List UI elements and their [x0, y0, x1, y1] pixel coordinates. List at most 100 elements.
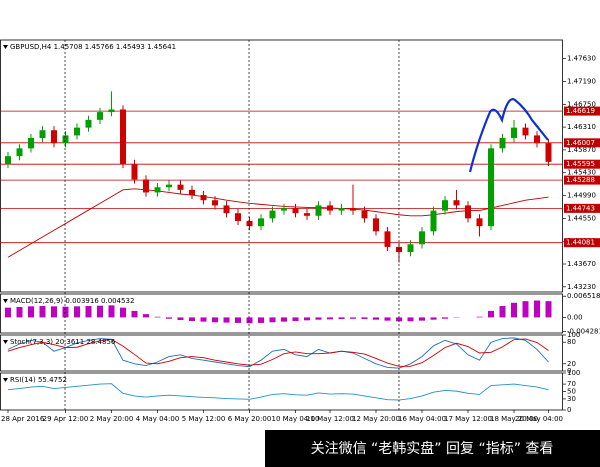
- bar: [246, 317, 253, 324]
- day-separators: [64, 40, 400, 410]
- bar: [281, 317, 287, 322]
- candle-body: [361, 210, 368, 219]
- line-series: [7, 337, 549, 369]
- bar: [212, 317, 218, 323]
- bar: [200, 317, 207, 322]
- drawn-pattern: [468, 98, 549, 173]
- bar: [373, 317, 379, 320]
- level-tag: [564, 175, 600, 185]
- x-tick-label: 10 May 04:00: [271, 415, 319, 423]
- title-marker: [3, 45, 8, 49]
- level-tag: [564, 159, 600, 169]
- x-tick-label: 11 May 12:00: [306, 415, 354, 423]
- bar: [16, 307, 23, 318]
- bar: [120, 307, 126, 318]
- candle-body: [269, 210, 276, 219]
- line-series: [7, 383, 549, 401]
- x-tick-label: 18 May 20:00: [490, 415, 538, 423]
- candle-body: [453, 200, 460, 206]
- y-tick-label: 1.47190: [567, 77, 596, 85]
- bar: [327, 317, 333, 320]
- candle-body: [534, 135, 540, 144]
- y-tick-label: 1.43230: [567, 283, 596, 291]
- panel-title: Stoch(7,3,3) 20.3611 28.4856: [10, 338, 116, 346]
- level-tag: [564, 238, 600, 248]
- panel-frame: [0, 39, 563, 293]
- bar: [292, 317, 299, 321]
- bar: [396, 317, 402, 322]
- bar: [235, 317, 241, 323]
- level-label: 1.45595: [566, 160, 595, 168]
- candle-body: [16, 148, 23, 157]
- candle-body: [85, 119, 92, 128]
- y-tick-label: 1.46310: [567, 123, 596, 131]
- bar: [189, 317, 195, 321]
- bar: [97, 305, 103, 318]
- candle-body: [281, 208, 287, 211]
- candle-body: [177, 184, 184, 190]
- level-label: 1.44743: [566, 204, 595, 212]
- candle-body: [62, 135, 69, 144]
- x-tick-label: 12 May 20:00: [352, 415, 400, 423]
- y-tick-label: 100: [567, 369, 580, 377]
- bar: [488, 310, 494, 318]
- bar: [223, 317, 230, 323]
- y-tick-label: 100: [567, 331, 580, 339]
- bar: [304, 317, 310, 321]
- candle-body: [97, 112, 103, 120]
- level-tag: [564, 138, 600, 148]
- candle-body: [235, 213, 241, 221]
- panel-frame: [0, 334, 563, 372]
- y-tick-label: 1.46750: [567, 100, 596, 108]
- panel-title: GBPUSD,H4 1.45708 1.45766 1.45493 1.4564…: [10, 43, 176, 51]
- x-tick-label: 29 Apr 12:00: [43, 415, 89, 423]
- bar: [39, 306, 46, 318]
- bar: [258, 317, 264, 323]
- candle-body: [28, 138, 34, 149]
- y-tick-label: 70: [567, 380, 576, 388]
- y-tick-label: 0: [567, 406, 571, 414]
- x-tick-label: 28 Apr 2016: [1, 415, 45, 423]
- bar: [511, 302, 517, 318]
- candle-body: [476, 218, 483, 227]
- bar: [419, 317, 425, 321]
- candle-body: [430, 210, 437, 232]
- bar: [62, 306, 69, 318]
- panel-title: RSI(14) 55.4752: [10, 376, 67, 384]
- candle-body: [258, 218, 264, 227]
- x-tick-label: 20 May 04:00: [515, 415, 563, 423]
- bar: [177, 317, 184, 320]
- bar: [384, 317, 391, 321]
- candle-body: [212, 200, 218, 206]
- candle-body: [338, 208, 345, 211]
- candle-body: [522, 127, 529, 136]
- level-label: 1.46007: [566, 139, 595, 147]
- candle-body: [465, 205, 471, 219]
- line-series: [7, 338, 549, 367]
- candle-body: [511, 127, 517, 138]
- level-label: 1.44081: [566, 239, 595, 247]
- candle-body: [488, 148, 494, 227]
- candle-body: [545, 143, 552, 162]
- watermark: 关注微信 “老韩实盘” 回复 “指标” 查看: [311, 440, 554, 457]
- bar: [315, 317, 322, 320]
- y-tick-label: 80: [567, 338, 576, 346]
- bar: [407, 317, 414, 322]
- bar: [143, 314, 149, 318]
- candle-body: [154, 187, 161, 193]
- candle-body: [373, 218, 379, 232]
- bar: [108, 305, 115, 318]
- bar: [476, 316, 483, 318]
- y-tick-label: 0.00: [567, 313, 583, 321]
- candle-body: [442, 200, 448, 211]
- candle-body: [327, 205, 333, 211]
- bar: [545, 301, 552, 318]
- candle-body: [131, 163, 138, 180]
- x-tick-label: 4 May 04:00: [136, 415, 180, 423]
- y-tick-label: 1.44550: [567, 214, 596, 222]
- candle-body: [350, 208, 356, 211]
- level-tag: [564, 203, 600, 213]
- title-marker: [3, 378, 8, 382]
